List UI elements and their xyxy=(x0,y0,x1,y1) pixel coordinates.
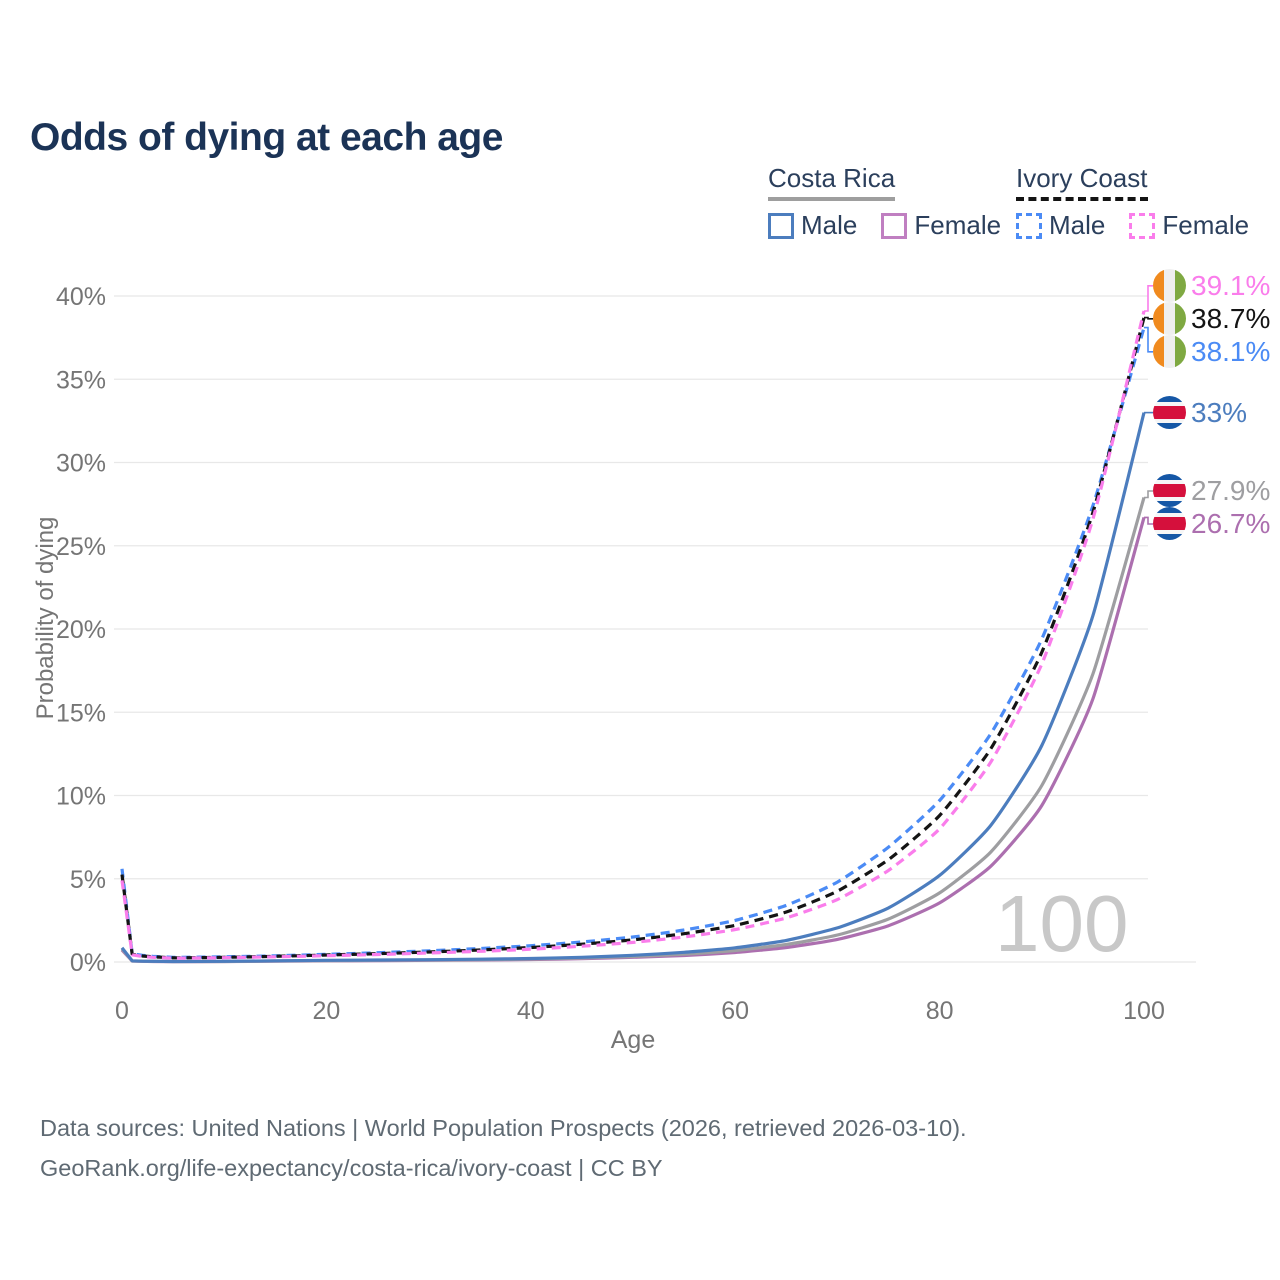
legend-items-ivory-coast: Male Female xyxy=(1016,210,1249,241)
page-title: Odds of dying at each age xyxy=(30,116,503,160)
legend-item-ivory-coast-female[interactable]: Female xyxy=(1129,210,1249,241)
legend-item-label: Female xyxy=(914,210,1002,240)
y-tick-label: 0% xyxy=(70,949,106,977)
hover-age-watermark: 100 xyxy=(995,879,1129,968)
end-label-leader xyxy=(1144,490,1153,499)
x-tick-label: 60 xyxy=(721,997,749,1025)
x-axis-title: Age xyxy=(610,1026,656,1054)
costa-rica-female-swatch-icon xyxy=(881,212,908,239)
series-line-costa-rica-combined xyxy=(120,497,1146,964)
footer: Data sources: United Nations | World Pop… xyxy=(40,1108,967,1188)
series-line-ivory-coast-female xyxy=(120,310,1146,960)
end-label-leader xyxy=(1144,326,1153,353)
end-label-leader xyxy=(1144,516,1153,525)
x-tick-label: 80 xyxy=(926,997,954,1025)
series-line-ivory-coast-combined xyxy=(120,317,1146,960)
legend-item-label: Male xyxy=(801,210,858,240)
costa-rica-male-swatch-icon xyxy=(768,212,794,239)
legend-items-costa-rica: Male Female xyxy=(768,210,1001,241)
x-tick-label: 20 xyxy=(312,997,340,1025)
y-axis-title: Probability of dying xyxy=(32,516,59,720)
footer-data-sources: Data sources: United Nations | World Pop… xyxy=(40,1115,967,1141)
y-tick-label: 5% xyxy=(70,866,106,894)
end-label-leader xyxy=(1144,316,1153,320)
legend-item-costa-rica-male[interactable]: Male xyxy=(768,210,857,241)
x-tick-label: 40 xyxy=(517,997,545,1025)
legend-header-ivory-coast[interactable]: Ivory Coast xyxy=(1016,163,1148,201)
y-tick-label: 30% xyxy=(56,450,106,478)
legend-group-costa-rica: Costa Rica Male Female xyxy=(768,163,1001,241)
legend-item-ivory-coast-male[interactable]: Male xyxy=(1016,210,1105,241)
legend-item-label: Female xyxy=(1162,210,1250,240)
y-tick-label: 20% xyxy=(56,616,106,644)
y-tick-label: 15% xyxy=(56,699,106,727)
legend-item-costa-rica-female[interactable]: Female xyxy=(881,210,1001,241)
legend-header-costa-rica[interactable]: Costa Rica xyxy=(768,163,896,201)
y-tick-label: 40% xyxy=(56,283,106,311)
ivory-coast-male-swatch-icon xyxy=(1016,212,1042,239)
ivory-coast-female-swatch-icon xyxy=(1129,212,1156,239)
end-label-leader xyxy=(1144,285,1153,312)
legend-group-ivory-coast: Ivory Coast Male Female xyxy=(1016,163,1249,241)
footer-attribution: GeoRank.org/life-expectancy/costa-rica/i… xyxy=(40,1155,663,1181)
series-line-costa-rica-male xyxy=(120,412,1146,964)
legend-item-label: Male xyxy=(1049,210,1106,240)
y-tick-label: 25% xyxy=(56,533,106,561)
y-tick-label: 10% xyxy=(56,783,106,811)
series-line-ivory-coast-male xyxy=(120,327,1146,959)
y-tick-label: 35% xyxy=(56,366,106,394)
series-line-costa-rica-female xyxy=(120,516,1146,964)
x-tick-label: 100 xyxy=(1123,997,1165,1025)
x-tick-label: 0 xyxy=(115,997,129,1025)
mortality-line-chart: 0% 5% 10% 15% 20% 25% 30% 35% 40% 0 20 40 60 80 100 xyxy=(56,283,1196,1025)
